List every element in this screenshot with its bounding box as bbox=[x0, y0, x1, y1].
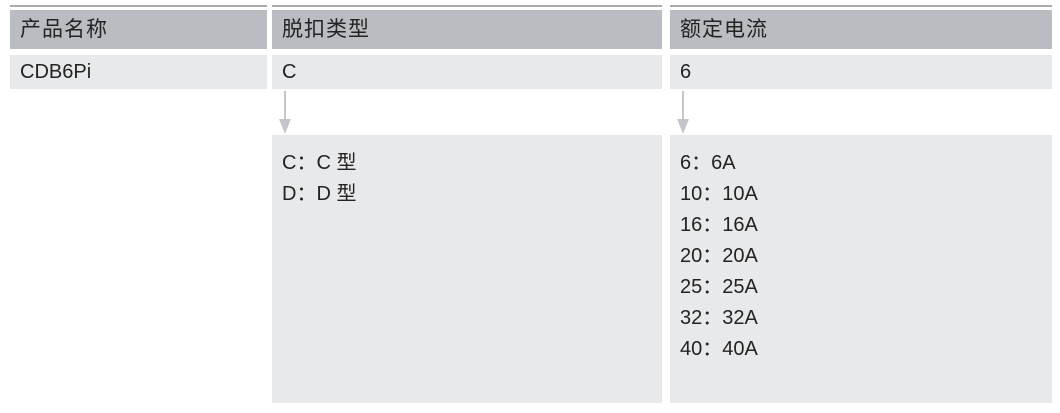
down-arrow-icon bbox=[677, 91, 689, 134]
option-item: D：D 型 bbox=[282, 183, 357, 205]
column-product-name: 产品名称 CDB6Pi bbox=[10, 5, 267, 89]
column-top-rule bbox=[10, 5, 267, 7]
trip-type-options: C：C 型 D：D 型 bbox=[272, 135, 662, 403]
option-item: 25：25A bbox=[680, 276, 758, 298]
option-item: 40：40A bbox=[680, 338, 758, 360]
column-trip-type: 脱扣类型 C C：C 型 D：D 型 bbox=[272, 5, 662, 403]
trip-type-arrow-zone bbox=[272, 89, 662, 135]
value-trip-type: C bbox=[272, 55, 662, 89]
header-trip-type: 脱扣类型 bbox=[272, 10, 662, 49]
option-item: 6：6A bbox=[680, 152, 736, 174]
option-item: 32：32A bbox=[680, 307, 758, 329]
rated-current-arrow-zone bbox=[670, 89, 1052, 135]
value-rated-current: 6 bbox=[670, 55, 1052, 89]
option-item: 16：16A bbox=[680, 214, 758, 236]
option-item: C：C 型 bbox=[282, 152, 357, 174]
column-top-rule bbox=[272, 5, 662, 7]
down-arrow-icon bbox=[279, 91, 291, 134]
header-rated-current: 额定电流 bbox=[670, 10, 1052, 49]
option-item: 10：10A bbox=[680, 183, 758, 205]
column-rated-current: 额定电流 6 6：6A 10：10A 16：16A 20：20A 25：25A … bbox=[670, 5, 1052, 403]
column-top-rule bbox=[670, 5, 1052, 7]
rated-current-options: 6：6A 10：10A 16：16A 20：20A 25：25A 32：32A … bbox=[670, 135, 1052, 403]
value-product-name: CDB6Pi bbox=[10, 55, 267, 89]
header-product-name: 产品名称 bbox=[10, 10, 267, 49]
option-item: 20：20A bbox=[680, 245, 758, 267]
